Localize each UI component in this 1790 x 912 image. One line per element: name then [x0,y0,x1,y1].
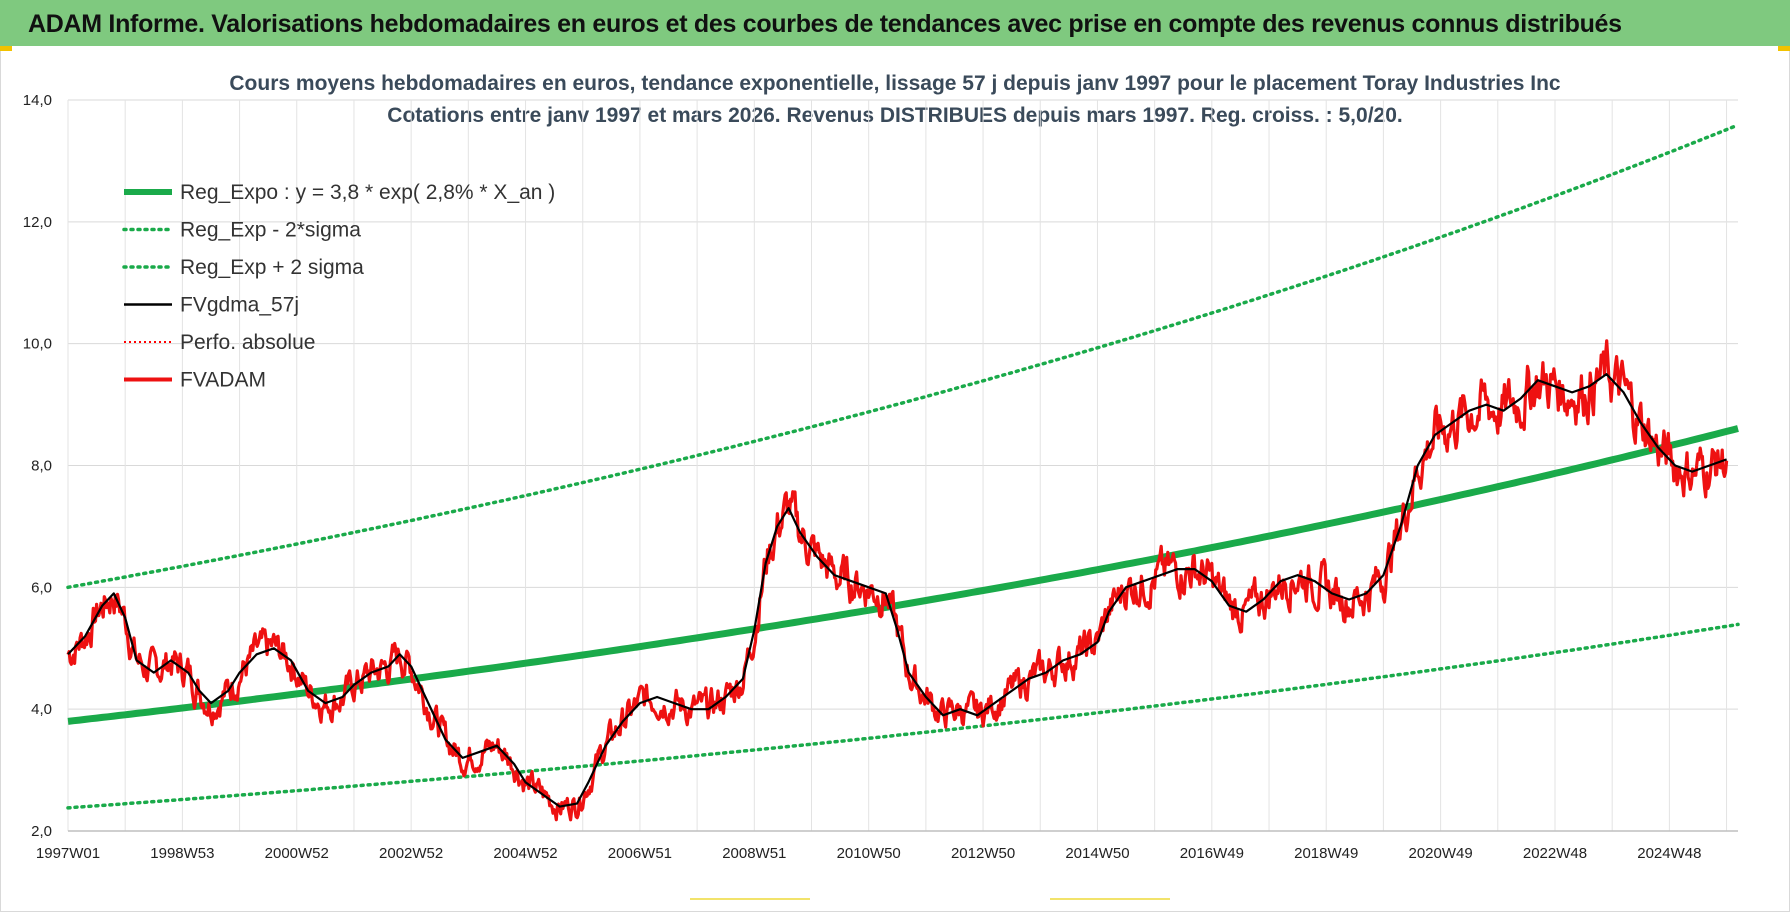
y-axis-ticks: 14,0 12,0 10,0 8,0 6,0 4,0 2,0 [23,92,52,840]
x-tick-label: 2002W52 [379,845,443,862]
y-tick-label: 6,0 [31,579,52,596]
chart-title-line2: Cotations entre janv 1997 et mars 2026. … [387,104,1403,127]
x-tick-label: 2008W51 [722,845,786,862]
x-tick-label: 2000W52 [265,845,329,862]
series-fvadam [66,339,1729,822]
y-tick-label: 4,0 [31,701,52,718]
y-tick-label: 12,0 [23,214,52,231]
series-group [66,123,1740,822]
y-tick-label: 10,0 [23,336,52,353]
legend: Reg_Expo : y = 3,8 * exp( 2,8% * X_an ) R… [122,181,555,392]
x-tick-label: 1998W53 [150,845,214,862]
x-tick-label: 2012W50 [951,845,1015,862]
y-tick-label: 8,0 [31,458,52,475]
series-reg-plus-2sigma [66,123,1740,590]
legend-label: Perfo. absolue [180,331,315,354]
x-tick-label: 2024W48 [1637,845,1701,862]
x-tick-label: 2018W49 [1294,845,1358,862]
x-tick-label: 2016W49 [1180,845,1244,862]
x-tick-label: 2004W52 [493,845,557,862]
corner-marker-left [0,46,12,51]
x-tick-label: 2006W51 [608,845,672,862]
legend-label: FVgdma_57j [180,294,299,317]
legend-label: Reg_Expo : y = 3,8 * exp( 2,8% * X_an ) [180,181,555,204]
x-tick-label: 2014W50 [1065,845,1129,862]
legend-label: Reg_Exp + 2 sigma [180,256,364,279]
y-tick-label: 2,0 [31,823,52,840]
corner-marker-right [1778,46,1790,51]
x-tick-label: 2020W49 [1408,845,1472,862]
x-tick-label: 2010W50 [837,845,901,862]
x-axis-ticks: 1997W01 1998W53 2000W52 2002W52 2004W52 2006W… [36,845,1702,862]
chart-title-line1: Cours moyens hebdomadaires en euros, ten… [229,72,1561,95]
grid-lines [67,99,1738,832]
y-tick-label: 14,0 [23,92,52,109]
x-tick-label: 1997W01 [36,845,100,862]
series-reg-minus-2sigma [66,622,1740,810]
page-banner: ADAM Informe. Valorisations hebdomadaire… [0,0,1790,46]
bottom-marker [1050,898,1170,900]
x-tick-label: 2022W48 [1523,845,1587,862]
series-fvgdma-57j [67,373,1727,808]
bottom-marker [690,898,810,900]
legend-label: Reg_Exp - 2*sigma [180,219,361,242]
series-reg-expo [67,425,1739,725]
legend-label: FVADAM [180,369,266,392]
